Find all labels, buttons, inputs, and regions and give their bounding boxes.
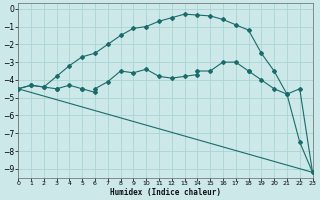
X-axis label: Humidex (Indice chaleur): Humidex (Indice chaleur) [110, 188, 221, 197]
